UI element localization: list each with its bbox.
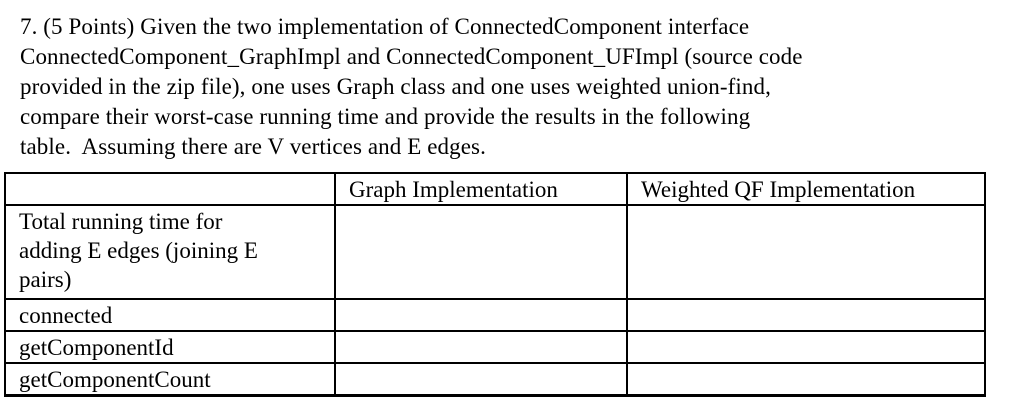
row-label: Total running time for adding E edges (j… [19,209,258,292]
header-cell-weighted-qf-implementation: Weighted QF Implementation [626,172,986,206]
graph-impl-answer-cell [334,298,628,332]
question-text: 7. (5 Points) Given the two implementati… [20,12,1015,162]
graph-impl-answer-cell [334,204,628,300]
table-row-total-running-time: Total running time for adding E edges (j… [4,204,986,300]
row-label-cell: getComponentId [4,330,336,364]
graph-impl-answer-cell [334,330,628,364]
row-label-cell: connected [4,298,336,332]
results-table: Graph Implementation Weighted QF Impleme… [4,172,986,397]
row-label-cell: Total running time for adding E edges (j… [4,204,336,300]
table-header-row: Graph Implementation Weighted QF Impleme… [4,172,986,206]
header-cell-graph-implementation: Graph Implementation [334,172,628,206]
question-line-2: ConnectedComponent_GraphImpl and Connect… [20,44,803,69]
question-line-5: table. Assuming there are V vertices and… [20,134,486,159]
row-label-cell: getComponentCount [4,362,336,397]
header-cell-empty [4,172,336,206]
table-row-connected: connected [4,298,986,332]
weighted-qf-answer-cell [626,298,986,332]
table-row-getcomponentcount: getComponentCount [4,362,986,397]
table-row-getcomponentid: getComponentId [4,330,986,364]
question-line-3: provided in the zip file), one uses Grap… [20,74,771,99]
question-line-1: 7. (5 Points) Given the two implementati… [20,14,750,39]
weighted-qf-answer-cell [626,204,986,300]
weighted-qf-answer-cell [626,330,986,364]
graph-impl-answer-cell [334,362,628,397]
question-line-4: compare their worst-case running time an… [20,104,751,129]
weighted-qf-answer-cell [626,362,986,397]
